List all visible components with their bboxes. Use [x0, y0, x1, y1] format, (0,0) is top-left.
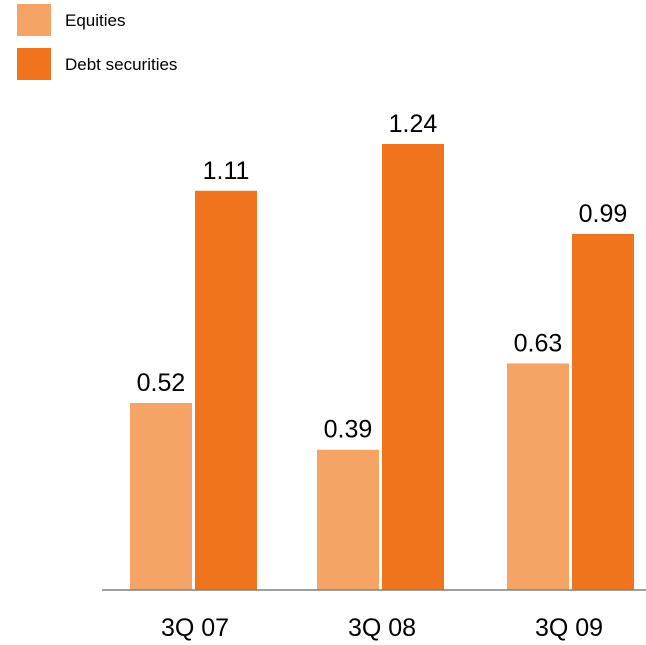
- data-label-debt-securities-3: 0.99: [579, 200, 628, 228]
- legend: Equities Debt securities: [17, 4, 177, 80]
- data-label-equities-1: 0.52: [137, 369, 186, 397]
- bar-equities-3: [507, 363, 569, 590]
- data-labels: 0.52 1.11 0.39 1.24 0.63 0.99: [137, 110, 628, 444]
- x-tick-label-3: 3Q 09: [535, 614, 603, 642]
- legend-swatch-equities: [17, 4, 51, 36]
- bar-debt-securities-2: [382, 144, 444, 590]
- bar-debt-securities-3: [572, 233, 634, 590]
- x-tick-label-1: 3Q 07: [161, 614, 229, 642]
- data-label-debt-securities-1: 1.11: [203, 157, 250, 185]
- data-label-equities-3: 0.63: [514, 329, 563, 357]
- bars: [130, 144, 634, 591]
- bar-equities-1: [130, 402, 192, 590]
- legend-label-equities: Equities: [65, 11, 125, 30]
- data-label-equities-2: 0.39: [324, 416, 373, 444]
- x-tick-label-2: 3Q 08: [348, 614, 416, 642]
- legend-swatch-debt-securities: [17, 48, 51, 80]
- bar-equities-2: [317, 449, 379, 590]
- bar-debt-securities-1: [195, 190, 257, 591]
- data-label-debt-securities-2: 1.24: [389, 110, 438, 138]
- x-axis-ticks: 3Q 07 3Q 08 3Q 09: [161, 614, 603, 642]
- legend-label-debt-securities: Debt securities: [65, 55, 177, 74]
